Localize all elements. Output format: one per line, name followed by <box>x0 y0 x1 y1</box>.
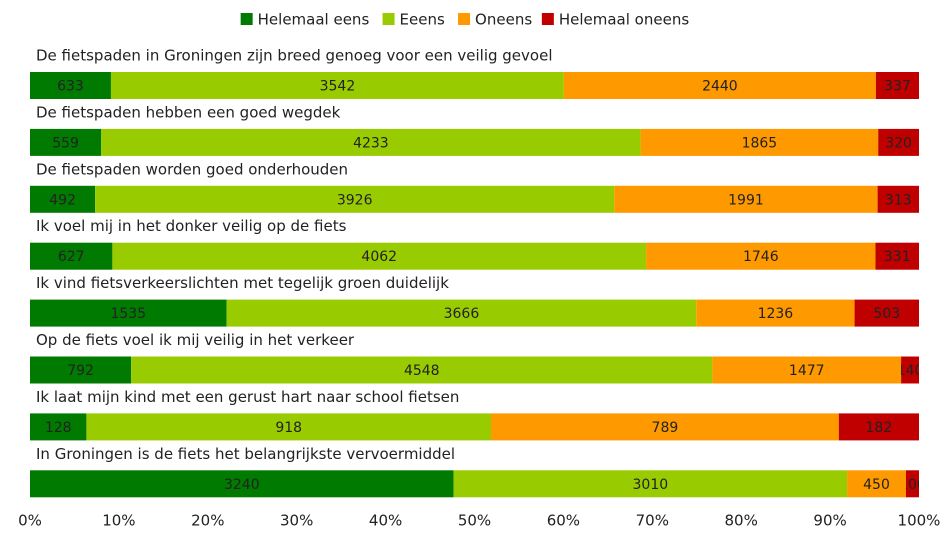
x-tick-label: 10% <box>102 512 135 530</box>
data-label: 1865 <box>742 135 778 151</box>
data-label: 3666 <box>444 306 480 322</box>
x-tick-label: 40% <box>369 512 402 530</box>
data-label: 792 <box>67 363 94 379</box>
bar-segment <box>838 413 919 441</box>
bar-segment <box>901 356 919 384</box>
data-label: 3542 <box>320 79 356 95</box>
bar-segment <box>646 242 876 270</box>
bar-segment <box>875 72 919 99</box>
x-tick-label: 30% <box>280 512 313 530</box>
bar-segment <box>696 299 855 327</box>
bar-segment <box>86 413 492 441</box>
data-label: 128 <box>45 420 72 436</box>
data-label: 2440 <box>702 79 738 95</box>
data-label: 3926 <box>337 192 373 208</box>
data-label: 182 <box>866 420 893 436</box>
data-label: 627 <box>58 249 85 265</box>
x-tick-label: 90% <box>813 512 846 530</box>
legend-label: Helemaal oneens <box>559 11 689 29</box>
x-tick-label: 100% <box>898 512 941 530</box>
data-label: 1535 <box>110 306 146 322</box>
legend-label: Eeens <box>400 11 445 29</box>
data-label: 100 <box>899 477 926 493</box>
bar-segment <box>30 185 96 213</box>
row-title: Ik vind fietsverkeerslichten met tegelij… <box>36 274 449 292</box>
bar-segment <box>101 128 641 156</box>
data-label: 4233 <box>353 135 389 151</box>
bar-segment <box>847 470 906 498</box>
data-label: 492 <box>49 192 76 208</box>
data-label: 320 <box>885 135 912 151</box>
data-label: 337 <box>884 79 911 95</box>
row-title: De fietspaden hebben een goed wegdek <box>36 103 341 121</box>
bar-segment <box>30 356 132 384</box>
bar-segment <box>30 470 454 498</box>
bar-segment <box>453 470 848 498</box>
bar-segment <box>95 185 615 213</box>
bar-segment <box>875 242 919 270</box>
bar-segment <box>640 128 879 156</box>
data-label: 918 <box>275 420 302 436</box>
row-title: De fietspaden in Groningen zijn breed ge… <box>36 47 552 65</box>
legend-label: Oneens <box>475 11 532 29</box>
legend-swatch <box>382 13 395 25</box>
bar-segment <box>226 299 697 327</box>
x-tick-label: 60% <box>547 512 580 530</box>
bar-segment <box>30 72 111 99</box>
bar-segment <box>854 299 919 327</box>
data-label: 559 <box>52 135 79 151</box>
row-title: De fietspaden worden goed onderhouden <box>36 160 348 178</box>
bar-segment <box>30 413 87 441</box>
data-label: 503 <box>873 306 900 322</box>
data-label: 3010 <box>633 477 669 493</box>
bar-segment <box>112 242 647 270</box>
bar-segment <box>878 128 919 156</box>
data-label: 1991 <box>728 192 764 208</box>
x-tick-label: 70% <box>636 512 669 530</box>
data-label: 140 <box>897 363 924 379</box>
row-title: Ik laat mijn kind met een gerust hart na… <box>36 388 459 406</box>
legend-swatch <box>458 13 471 25</box>
legend-label: Helemaal eens <box>258 11 370 29</box>
bar-segment <box>712 356 902 384</box>
bar-segment <box>877 185 919 213</box>
x-tick-label: 20% <box>191 512 224 530</box>
bar-segment <box>905 470 919 498</box>
data-label: 450 <box>863 477 890 493</box>
data-label: 3240 <box>224 477 260 493</box>
bar-segment <box>30 128 102 156</box>
legend-swatch <box>240 13 253 25</box>
bar-segment <box>110 72 564 99</box>
bar-segment <box>491 413 839 441</box>
data-label: 633 <box>57 79 84 95</box>
bar-segment <box>614 185 878 213</box>
bar-segment <box>563 72 876 99</box>
data-label: 1236 <box>758 306 794 322</box>
bar-segment <box>30 242 113 270</box>
legend-swatch <box>541 13 554 25</box>
row-title: In Groningen is de fiets het belangrijks… <box>36 445 455 463</box>
data-label: 331 <box>884 249 911 265</box>
bar-segment <box>131 356 713 384</box>
row-title: Ik voel mij in het donker veilig op de f… <box>36 217 347 235</box>
x-tick-label: 0% <box>18 512 42 530</box>
data-label: 4548 <box>404 363 440 379</box>
data-label: 313 <box>885 192 912 208</box>
data-label: 4062 <box>361 249 397 265</box>
data-label: 789 <box>652 420 679 436</box>
bar-segment <box>30 299 227 327</box>
data-label: 1477 <box>789 363 825 379</box>
row-title: Op de fiets voel ik mij veilig in het ve… <box>36 331 355 349</box>
x-tick-label: 80% <box>725 512 758 530</box>
x-tick-label: 50% <box>458 512 491 530</box>
data-label: 1746 <box>743 249 779 265</box>
